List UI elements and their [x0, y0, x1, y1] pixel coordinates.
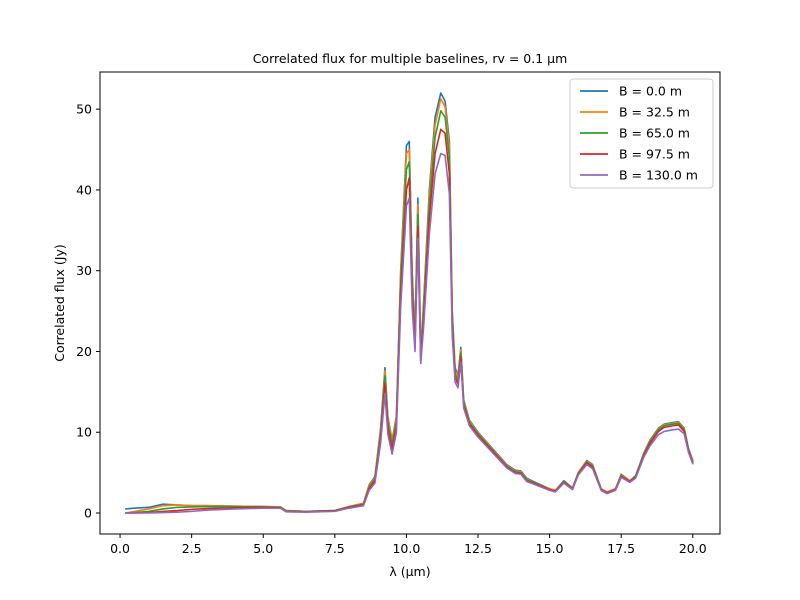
x-tick-label: 12.5	[464, 541, 492, 556]
legend-label-1: B = 32.5 m	[619, 105, 690, 120]
plot-lines	[124, 92, 694, 514]
y-tick-label: 20	[76, 344, 92, 359]
chart-title: Correlated flux for multiple baselines, …	[253, 51, 568, 66]
legend-label-2: B = 65.0 m	[619, 126, 690, 141]
x-tick-label: 5.0	[253, 541, 273, 556]
y-tick-label: 40	[76, 182, 92, 197]
x-tick-label: 15.0	[536, 541, 564, 556]
legend-items: B = 0.0 m B = 32.5 m B = 65.0 m B = 97.5 m B…	[580, 84, 698, 183]
legend: B = 0.0 m B = 32.5 m B = 65.0 m B = 97.5 m B…	[569, 78, 714, 189]
legend-label-0: B = 0.0 m	[619, 84, 682, 99]
y-tick-label: 50	[76, 102, 92, 117]
plot-frame	[99, 71, 721, 535]
x-tick-label: 17.5	[607, 541, 635, 556]
x-tick-label: 7.5	[325, 541, 345, 556]
x-axis-ticks: 0.0 2.5 5.0 7.5 10.0 12.5 15.0 17.5 20.0	[110, 534, 707, 556]
y-axis-label: Correlated flux (Jy)	[52, 244, 67, 362]
x-axis-label: λ (μm)	[389, 564, 430, 579]
x-tick-label: 10.0	[392, 541, 420, 556]
legend-label-3: B = 97.5 m	[619, 147, 690, 162]
x-tick-label: 0.0	[110, 541, 130, 556]
y-tick-label: 10	[76, 425, 92, 440]
series-line-4	[124, 152, 694, 514]
x-tick-label: 2.5	[182, 541, 202, 556]
legend-box	[569, 78, 714, 189]
x-tick-label: 20.0	[679, 541, 707, 556]
y-tick-label: 0	[84, 506, 92, 521]
y-tick-label: 30	[76, 263, 92, 278]
legend-label-4: B = 130.0 m	[619, 168, 698, 183]
y-axis-ticks: 0 10 20 30 40 50	[76, 102, 100, 521]
